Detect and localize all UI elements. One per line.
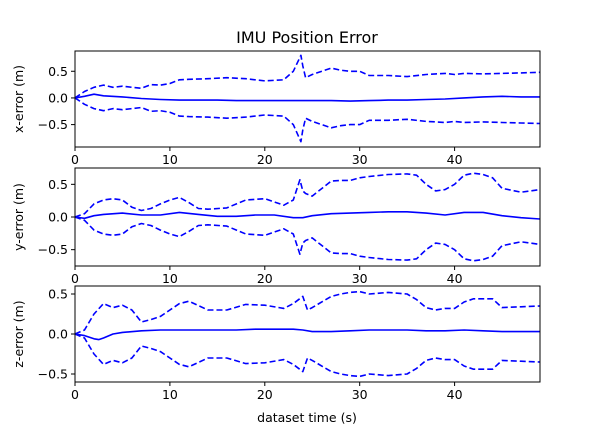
upper-bound-line — [75, 172, 540, 218]
x-tick-label: 10 — [162, 152, 178, 167]
x-tick-label: 10 — [162, 271, 178, 286]
y-tick-label: 0.0 — [48, 210, 68, 225]
x-tick-label: 10 — [162, 387, 178, 402]
x-tick-label: 30 — [352, 387, 368, 402]
upper-bound-line — [75, 290, 540, 335]
x-tick-label: 40 — [447, 387, 463, 402]
x-tick-label: 40 — [447, 152, 463, 167]
y-tick-label: 0.5 — [48, 287, 68, 302]
x-tick-label: 20 — [257, 152, 273, 167]
panel-3: −0.5 0.0 0.5 0 10 20 30 40 z-error (m) — [11, 285, 541, 402]
y-tick-label: 0.0 — [48, 90, 68, 105]
y-tick-label: −0.5 — [38, 367, 68, 382]
lower-bound-line — [75, 97, 540, 143]
error-line — [75, 328, 540, 341]
x-tick-label: 40 — [447, 271, 463, 286]
x-tick-label: 30 — [352, 152, 368, 167]
axes-frame — [74, 50, 541, 148]
lower-bound-line — [75, 333, 540, 378]
x-tick-label: 30 — [352, 271, 368, 286]
lower-bound-line — [75, 216, 540, 262]
error-line — [75, 211, 540, 220]
upper-bound-line — [75, 54, 540, 99]
series-group — [75, 290, 540, 378]
y-axis-label: y-error (m) — [11, 183, 26, 251]
series-group — [75, 54, 540, 143]
y-axis-label: x-error (m) — [11, 65, 26, 133]
chart-title: IMU Position Error — [236, 28, 378, 47]
x-tick-label: 20 — [257, 271, 273, 286]
y-tick-label: −0.5 — [38, 117, 68, 132]
panel-2: −0.5 0.0 0.5 0 10 20 30 40 y-error (m) — [11, 167, 541, 286]
y-tick-label: 0.5 — [48, 177, 68, 192]
x-tick-label: 0 — [71, 271, 79, 286]
x-tick-label: 0 — [71, 387, 79, 402]
y-tick-label: 0.5 — [48, 64, 68, 79]
x-axis-label: dataset time (s) — [257, 410, 357, 425]
series-group — [75, 172, 540, 262]
y-axis-label: z-error (m) — [11, 300, 26, 367]
x-tick-label: 0 — [71, 152, 79, 167]
y-tick-label: 0.0 — [48, 327, 68, 342]
panels-group: −0.50.00.50 10 20 30 40x-error (m)−0.50.00.5… — [11, 50, 541, 402]
panel-1: −0.5 0.0 0.5 0 10 20 30 40 x-error (m) — [11, 50, 541, 167]
y-tick-label: −0.5 — [38, 242, 68, 257]
error-line — [75, 93, 540, 102]
x-tick-label: 20 — [257, 387, 273, 402]
